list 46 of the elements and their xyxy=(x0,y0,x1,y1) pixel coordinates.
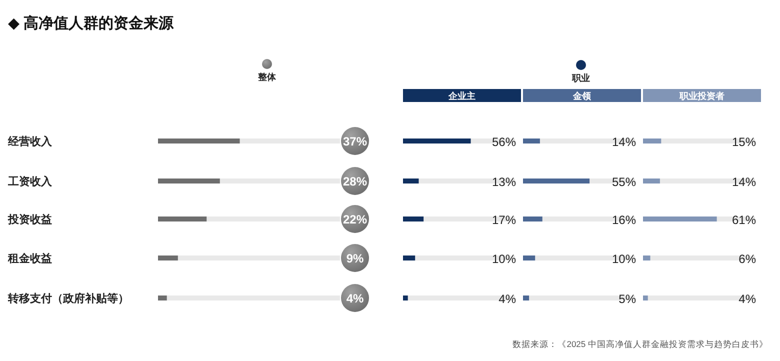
y-tick-label: 租金收益 xyxy=(7,252,52,265)
text: 职业 xyxy=(571,73,590,83)
chart-title: ◆ 高净值人群的资金来源 xyxy=(8,14,175,32)
bar xyxy=(523,296,530,300)
bar xyxy=(643,138,662,144)
data-label: 22% xyxy=(342,212,368,226)
bar xyxy=(643,256,650,260)
y-tick-label: 工资收入 xyxy=(7,175,53,188)
bar xyxy=(403,296,408,300)
data-label: 61% xyxy=(732,213,756,227)
data-label: 6% xyxy=(738,252,756,266)
bar xyxy=(643,296,648,300)
bar xyxy=(158,256,178,260)
data-label: 16% xyxy=(612,213,636,227)
source-note: 数据来源：《2025 中国高净值人群金融投资需求与趋势白皮书》 xyxy=(512,339,768,349)
bar xyxy=(523,138,540,144)
data-label: 55% xyxy=(612,175,636,189)
y-tick-label: 转移支付（政府补贴等） xyxy=(7,292,129,305)
bar xyxy=(523,256,536,260)
data-label: 17% xyxy=(492,213,516,227)
data-label: 5% xyxy=(618,292,636,306)
bar xyxy=(158,296,167,300)
bar xyxy=(643,178,660,184)
data-label: 10% xyxy=(612,252,636,266)
data-label: 14% xyxy=(732,175,756,189)
data-label: 10% xyxy=(492,252,516,266)
text: 金领 xyxy=(572,91,592,101)
bar xyxy=(403,256,416,260)
data-label: 56% xyxy=(492,135,516,149)
text: 企业主 xyxy=(448,91,476,101)
data-label: 28% xyxy=(342,174,368,188)
data-label: 13% xyxy=(492,175,516,189)
data-label: 14% xyxy=(612,135,636,149)
data-label: 9% xyxy=(346,252,364,266)
bar xyxy=(403,178,419,184)
data-label: 4% xyxy=(498,292,516,306)
text: 职业投资者 xyxy=(678,91,724,101)
data-label: 15% xyxy=(732,135,756,149)
data-label: 37% xyxy=(342,134,368,148)
y-tick-label: 投资收益 xyxy=(7,213,52,226)
bar xyxy=(523,216,542,222)
data-label: 4% xyxy=(346,292,364,306)
bar xyxy=(403,216,424,222)
data-label: 4% xyxy=(738,292,756,306)
y-tick-label: 经营收入 xyxy=(7,135,53,148)
legend-label: 整体 xyxy=(257,72,277,82)
